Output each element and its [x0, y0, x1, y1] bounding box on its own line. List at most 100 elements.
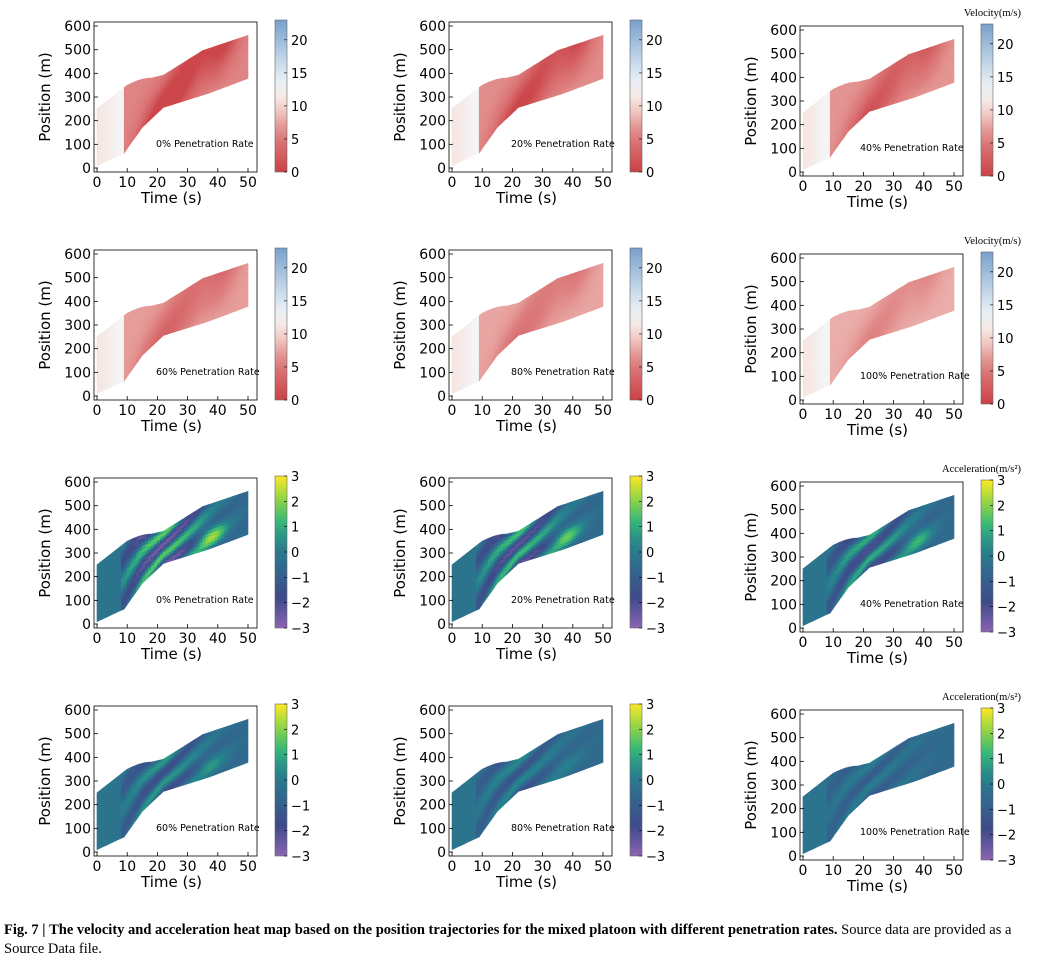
colorbar-tick-label: 15 — [997, 299, 1014, 314]
colorbar-title: Velocity(m/s) — [964, 8, 1022, 19]
heat-cell — [857, 309, 861, 314]
heat-cell — [569, 273, 574, 279]
x-tick-label: 10 — [473, 175, 491, 191]
heat-region — [451, 34, 604, 167]
heat-cell — [944, 40, 949, 46]
heat-cell — [572, 272, 577, 278]
y-tick-label: 500 — [770, 47, 797, 63]
heat-cell — [575, 43, 580, 49]
heat-cell — [563, 275, 568, 281]
x-tick-label: 50 — [239, 403, 257, 419]
x-axis-label: Time (s) — [846, 421, 908, 439]
heat-cell — [566, 274, 571, 280]
heat-cell — [202, 505, 206, 511]
y-tick-label: 100 — [770, 141, 797, 157]
heat-cell — [844, 310, 849, 317]
heat-cell — [139, 78, 143, 85]
y-tick-label: 400 — [770, 70, 797, 86]
heat-cell — [244, 262, 249, 268]
heat-cell — [229, 267, 234, 274]
x-tick-label: 40 — [209, 175, 227, 191]
heat-cell — [850, 81, 855, 87]
heat-cell — [512, 75, 516, 80]
x-tick-label: 30 — [885, 407, 903, 423]
y-tick-label: 100 — [770, 369, 797, 385]
y-axis-label: Position (m) — [742, 56, 760, 146]
y-tick-label: 100 — [64, 365, 91, 381]
colorbar-tick-label: 15 — [997, 71, 1014, 86]
x-tick-label: 20 — [854, 407, 872, 423]
heat-cell — [512, 303, 516, 308]
heat-cell — [142, 306, 146, 312]
heat-cell — [235, 265, 240, 271]
x-axis-label: Time (s) — [846, 193, 908, 211]
heat-cell — [148, 533, 152, 538]
colorbar-tick-label: 0 — [997, 170, 1005, 185]
colorbar-tick-label: 10 — [291, 328, 308, 343]
heat-cell — [217, 44, 222, 50]
colorbar — [629, 19, 643, 173]
heat-cell — [151, 533, 155, 538]
y-tick-label: 0 — [788, 393, 797, 409]
y-tick-label: 0 — [437, 389, 446, 405]
y-tick-label: 600 — [770, 251, 797, 267]
y-tick-label: 500 — [419, 43, 446, 59]
x-tick-label: 50 — [594, 175, 612, 191]
heat-cell — [853, 81, 858, 86]
heat-cell — [241, 35, 246, 41]
heat-cell — [214, 45, 219, 51]
y-tick-label: 100 — [419, 137, 446, 153]
colorbar — [629, 247, 643, 401]
heat-cell — [238, 264, 243, 270]
heat-cell — [935, 271, 940, 278]
x-tick-label: 20 — [854, 179, 872, 195]
heat-cell — [157, 75, 161, 80]
heat-cell — [596, 263, 601, 269]
heat-cell — [938, 270, 943, 277]
heat-cell — [235, 37, 240, 43]
heat-cell — [502, 305, 507, 310]
heat-cell — [151, 77, 155, 82]
x-tick-label: 30 — [885, 179, 903, 195]
heat-cell — [941, 41, 946, 47]
heat-cell — [142, 78, 146, 84]
x-tick-label: 50 — [239, 175, 257, 191]
heat-cell — [584, 39, 589, 46]
colorbar-tick-label: 5 — [291, 361, 299, 376]
y-tick-label: 600 — [419, 247, 446, 263]
heat-cell — [557, 277, 562, 283]
colorbar-tick-label: 0 — [646, 394, 654, 409]
heat-cell — [160, 302, 164, 307]
heat-cell — [223, 270, 228, 276]
heat-cell — [575, 271, 580, 277]
heat-cell — [205, 276, 209, 282]
heat-cell — [509, 76, 513, 81]
y-tick-label: 600 — [64, 19, 91, 35]
x-tick-label: 40 — [209, 403, 227, 419]
heat-cell — [569, 45, 574, 51]
colorbar — [274, 19, 288, 173]
heat-cell — [509, 304, 513, 309]
heat-cell — [226, 269, 231, 275]
heat-cell — [950, 266, 955, 272]
colorbar-tick-label: 15 — [291, 67, 308, 82]
colorbar-tick-label: 5 — [646, 133, 654, 148]
heat-cell — [208, 503, 213, 509]
heat-cell — [593, 264, 598, 270]
heat-cell — [557, 49, 562, 55]
heat-cell — [223, 42, 228, 48]
heat-cell — [911, 52, 916, 58]
colorbar-tick-label: 20 — [646, 34, 663, 49]
heat-cell — [502, 77, 507, 82]
heat-cell — [941, 269, 946, 275]
colorbar-tick-label: 0 — [646, 166, 654, 181]
heat-region — [96, 262, 249, 395]
heat-cell — [932, 45, 937, 51]
x-tick-label: 50 — [945, 179, 963, 195]
heat-cell — [935, 43, 940, 50]
x-tick-label: 20 — [503, 403, 521, 419]
x-axis-label: Time (s) — [140, 189, 202, 207]
colorbar-tick-label: 10 — [646, 100, 663, 115]
